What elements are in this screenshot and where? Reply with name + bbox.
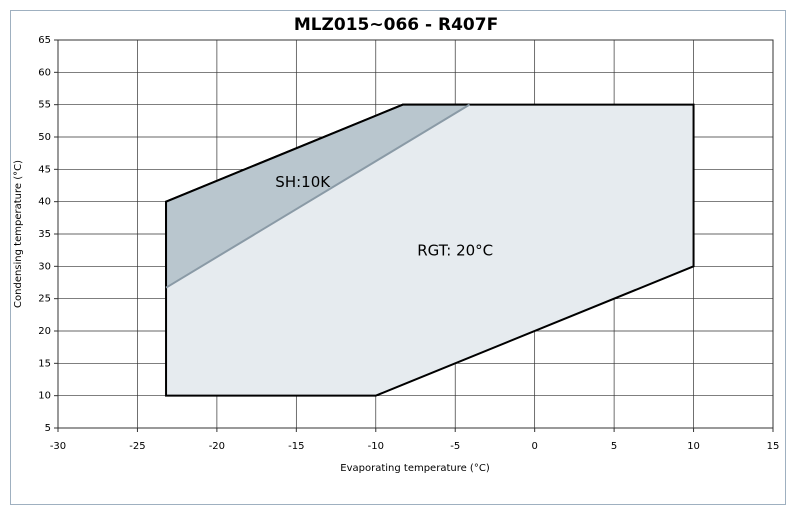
x-tick-label: 0 (531, 441, 537, 452)
y-tick-label: 65 (38, 35, 51, 46)
x-tick-label: -20 (209, 441, 225, 452)
y-tick-label: 20 (38, 326, 51, 337)
y-tick-label: 5 (45, 423, 51, 434)
region-edge (165, 103, 470, 288)
y-axis-label: Condensing temperature (°C) (13, 160, 24, 308)
annotation: RGT: 20°C (417, 241, 493, 259)
y-tick-label: 10 (38, 391, 51, 402)
sh-line (165, 103, 471, 289)
chart-title: MLZ015~066 - R407F (294, 15, 498, 35)
y-tick-label: 60 (38, 67, 51, 78)
y-tick-label: 55 (38, 100, 51, 111)
x-axis-label: Evaporating temperature (°C) (340, 463, 490, 474)
y-tick-label: 35 (38, 229, 51, 240)
y-tick-label: 30 (38, 261, 51, 272)
x-tick-label: -10 (368, 441, 384, 452)
x-tick-label: -5 (450, 441, 460, 452)
plot-border (57, 39, 774, 429)
y-tick-label: 15 (38, 358, 51, 369)
x-tick-label: -30 (50, 441, 66, 452)
x-tick-label: -15 (288, 441, 304, 452)
x-tick-label: -25 (129, 441, 145, 452)
annotation: SH:10K (275, 173, 331, 191)
x-tick-label: 10 (687, 441, 700, 452)
frame (10, 10, 786, 505)
y-tick-label: 25 (38, 294, 51, 305)
x-tick-label: 5 (611, 441, 617, 452)
x-tick-label: 15 (767, 441, 780, 452)
y-tick-label: 50 (38, 132, 51, 143)
y-tick-label: 40 (38, 197, 51, 208)
y-tick-label: 45 (38, 164, 51, 175)
